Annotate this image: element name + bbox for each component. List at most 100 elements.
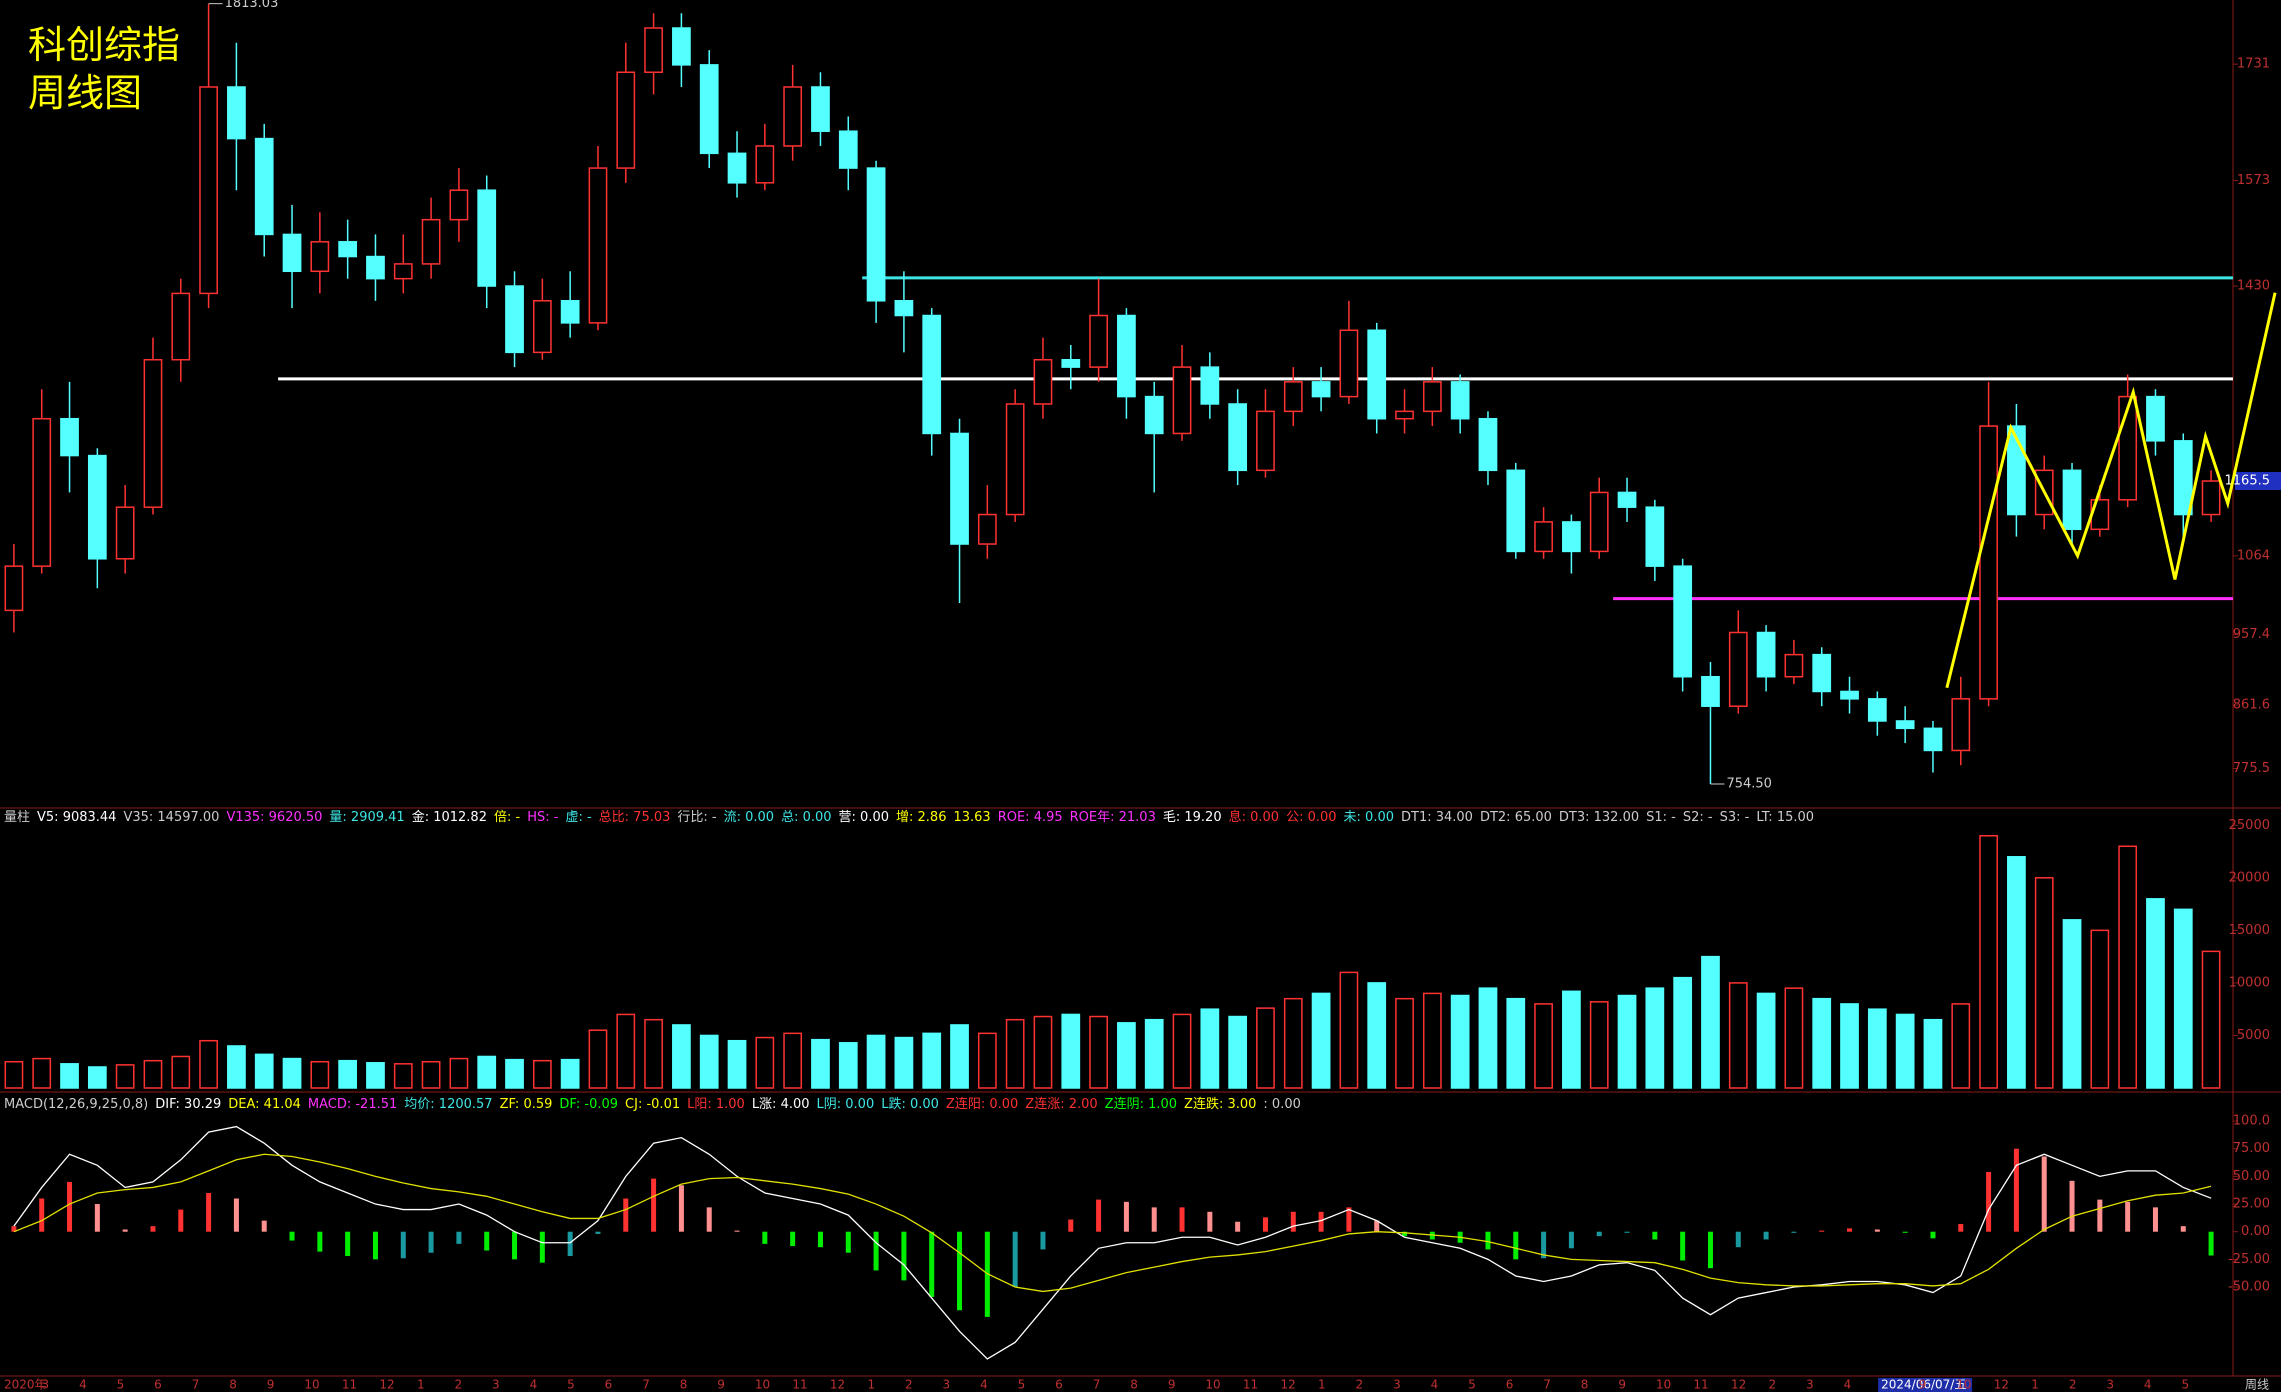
x-tick-label: 2 [905, 1378, 913, 1392]
info-item: L涨: 4.00 [751, 1097, 810, 1112]
volume-bar [1756, 992, 1776, 1089]
candle-body [87, 454, 107, 560]
volume-bar [338, 1059, 358, 1089]
candle-body [588, 167, 608, 324]
macd-bar [456, 1231, 462, 1244]
info-item: V35: 14597.00 [123, 810, 220, 825]
x-tick-label: 5 [2181, 1378, 2189, 1392]
info-item: DT1: 34.00 [1401, 810, 1473, 825]
volume-bar [115, 1064, 135, 1089]
x-tick-label: 12 [1994, 1378, 2009, 1392]
info-item: L阴: 0.00 [816, 1097, 875, 1112]
macd-bar [873, 1231, 879, 1271]
candle-body [672, 27, 691, 66]
macd-bar [428, 1231, 434, 1253]
x-tick-label: 11 [792, 1378, 807, 1392]
x-tick-label: 9 [267, 1378, 275, 1392]
x-tick-label: 6 [1055, 1378, 1063, 1392]
volume-bar [1923, 1018, 1943, 1089]
y-tick-label: 15000 [2229, 923, 2270, 938]
macd-info: MACD(12,26,9,25,0,8) DIF: 30.29 DEA: 41.04… [4, 1093, 1308, 1112]
macd-bar [1902, 1231, 1908, 1233]
candle-body [1895, 720, 1915, 730]
x-tick-label: 10 [1205, 1378, 1220, 1392]
macd-bar [2152, 1207, 2158, 1232]
candle-body [60, 417, 79, 457]
candle-body [254, 137, 274, 236]
info-item: Z连阳: 0.00 [945, 1097, 1019, 1112]
volume-bar [1645, 987, 1665, 1089]
volume-bar [977, 1032, 997, 1089]
macd-bar [289, 1231, 295, 1241]
macd-bar [233, 1198, 239, 1232]
macd-bar [1874, 1229, 1880, 1232]
macd-bar [734, 1230, 740, 1232]
volume-bar [2118, 845, 2138, 1089]
zigzag-line [1945, 292, 2277, 689]
volume-bar [366, 1062, 385, 1089]
x-tick-label: 7 [1543, 1378, 1551, 1392]
candle-body [282, 233, 302, 273]
candle-body [143, 358, 163, 508]
candle-body [811, 86, 830, 132]
info-item: ROE年: 21.03 [1069, 810, 1156, 825]
x-tick-label: 7 [642, 1378, 650, 1392]
volume-bar [1589, 1001, 1609, 1089]
volume-bar [87, 1066, 107, 1089]
info-item: 均价: 1200.57 [404, 1097, 493, 1112]
volume-bar [755, 1036, 775, 1089]
candle-body [1339, 329, 1359, 398]
annotation: 754.50 [1726, 776, 1772, 791]
macd-bar [39, 1198, 45, 1232]
macd-bar [567, 1231, 573, 1257]
info-item: S3: - [1719, 810, 1750, 825]
macd-bar [1123, 1201, 1129, 1232]
macd-bar [1930, 1231, 1936, 1239]
macd-bar [317, 1231, 323, 1252]
info-item: 毛: 19.20 [1162, 810, 1222, 825]
candle-body [616, 71, 636, 169]
macd-bar [929, 1231, 935, 1297]
volume-bar [588, 1029, 608, 1089]
volume-bar [1089, 1015, 1108, 1089]
x-tick-label: 4 [2144, 1378, 2152, 1392]
candle-body [783, 86, 803, 147]
dea-line [13, 1153, 2212, 1293]
volume-bar [60, 1063, 79, 1089]
macd-bar [372, 1231, 378, 1260]
candle-body [1534, 521, 1553, 553]
candle-body [2201, 480, 2221, 516]
candle-body [866, 167, 886, 302]
info-item: ZF: 0.59 [499, 1097, 553, 1112]
x-tick-label: 1 [867, 1378, 875, 1392]
macd-bar [1179, 1207, 1185, 1232]
macd-bar [2125, 1201, 2131, 1232]
y-tick-label: -25.00 [2228, 1252, 2270, 1267]
x-tick-label: 5 [1468, 1378, 1476, 1392]
x-tick-label: 5 [117, 1378, 125, 1392]
volume-bar [532, 1059, 552, 1089]
macd-bar [1958, 1223, 1964, 1232]
candle-body [1867, 698, 1887, 722]
candle-body [1422, 381, 1442, 413]
macd-bar [678, 1185, 684, 1232]
x-tick-label: 5 [567, 1378, 575, 1392]
x-tick-label: 12 [1731, 1378, 1746, 1392]
volume-bar [477, 1055, 497, 1089]
macd-bar [1262, 1217, 1268, 1232]
x-tick-label: 3 [1393, 1378, 1401, 1392]
info-item: CJ: -0.01 [625, 1097, 681, 1112]
x-tick-label: 12 [379, 1378, 394, 1392]
info-item: LT: 15.00 [1756, 810, 1815, 825]
macd-bar [1346, 1207, 1352, 1232]
candle-body [2146, 395, 2165, 442]
macd-bar [11, 1226, 17, 1232]
candle-body [1784, 653, 1804, 678]
volume-bar [811, 1038, 830, 1089]
macd-bar [595, 1231, 601, 1234]
macd-bar [1680, 1231, 1686, 1261]
volume-bar [32, 1057, 52, 1089]
info-item: 流: 0.00 [723, 810, 775, 825]
info-item: 公: 0.00 [1286, 810, 1337, 825]
x-tick-label: 3 [1806, 1378, 1814, 1392]
